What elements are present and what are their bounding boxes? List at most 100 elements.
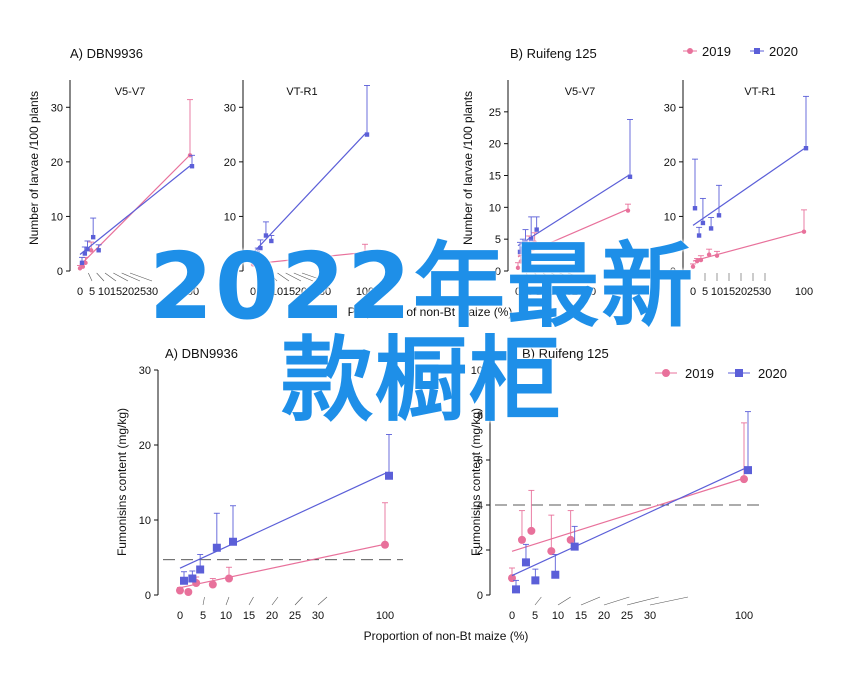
panel-0-xfan-2 — [96, 272, 105, 282]
panel-5-point-2019-2 — [527, 526, 536, 535]
panel-3-xtick-label-2: 10 — [711, 286, 723, 298]
legend-bottom: 2019 2020 — [655, 366, 787, 381]
panel-1-xfan-1 — [260, 272, 266, 282]
panel-1-xfan-4 — [285, 272, 302, 282]
panel-2-xfan-6 — [567, 272, 591, 282]
panel-4-xfan-6 — [317, 596, 328, 606]
panel-4: 0 10 20 30 0 5 10 15 20 25 30 100 — [139, 365, 403, 622]
panel-5-point-2019-5 — [740, 475, 748, 484]
panel-1-xtick-label-6: 30 — [319, 286, 331, 298]
panel-1-point-2020-4 — [269, 238, 274, 244]
panel-4-point-2020-5 — [385, 471, 393, 480]
panel-5-point-2020-3 — [551, 570, 560, 579]
banner-line-1: 2022年最新 — [148, 233, 696, 340]
panel-3-ytick-label-3: 30 — [664, 102, 676, 114]
panel-1-point-2020-1 — [255, 251, 260, 256]
panel-2-ytick-label-0: 0 — [495, 266, 501, 278]
panel-0-xtick-label-7: 100 — [181, 286, 199, 298]
panel-4-point-2020-3 — [212, 543, 221, 552]
panel-5-xtick-label-4: 20 — [598, 610, 610, 622]
legend-bottom-2019-label: 2019 — [685, 366, 714, 381]
panel-2-point-2020-3 — [528, 236, 534, 242]
legend-top-2020-marker — [754, 48, 760, 54]
panel-2-point-2019-3 — [526, 246, 532, 251]
panel-0-xtick-label-5: 25 — [134, 286, 146, 298]
panel-3-xtick-label-3: 15 — [723, 286, 735, 298]
panel-1-xfan-5 — [293, 272, 314, 282]
legend-bottom-2020-marker — [735, 369, 743, 377]
panel-0-xfan-4 — [113, 272, 129, 282]
panel-5-xtick-label-7: 100 — [735, 610, 753, 622]
panel-4-xtick-label-4: 20 — [266, 610, 278, 622]
panel-3-xtick-label-6: 30 — [759, 286, 771, 298]
panel-3-xtick-label-7: 100 — [795, 286, 813, 298]
panel-5-point-2020-0 — [512, 585, 520, 594]
panel-2-ytick-label-2: 10 — [489, 202, 501, 214]
panel-2-point-2019-4 — [532, 240, 537, 245]
panel-5-xtick-label-6: 30 — [644, 610, 656, 622]
panel-3-xtick-label-0: 0 — [690, 286, 696, 298]
panel-5-xtick-label-1: 5 — [532, 610, 538, 622]
panel-2-xfan-5 — [559, 272, 579, 282]
panel-4-fit-2020 — [179, 472, 386, 569]
panel-2-fit-2020 — [517, 175, 629, 247]
panel-4-point-2020-1 — [188, 574, 197, 583]
panel-4-xfan-1 — [202, 596, 205, 606]
bottom-b-ylabel: Fumonisins content (mg/kg) — [469, 408, 483, 556]
panel-0-xtick-label-6: 30 — [146, 286, 158, 298]
panel-5-xtick-label-2: 10 — [552, 610, 564, 622]
panel-1-xtick-label-0: 0 — [250, 286, 256, 298]
panel-3-point-2019-3 — [706, 252, 712, 257]
panel-4-point-2020-4 — [229, 537, 237, 546]
panel-1-fit-2020 — [252, 133, 366, 254]
panel-1-ytick-label-0: 0 — [230, 266, 236, 278]
promo-banner: 2022年最新 款橱柜 — [0, 240, 844, 428]
panel-0-ytick-label-2: 20 — [51, 157, 63, 169]
panel-3-point-2020-2 — [700, 220, 706, 226]
panel-0-ytick-label-3: 30 — [51, 102, 63, 114]
panel-5-fit-2020 — [511, 468, 745, 577]
panel-4-point-2019-5 — [381, 540, 389, 549]
panel-3-point-2020-0 — [692, 206, 698, 211]
panel-0-point-2020-5 — [189, 164, 195, 169]
panel-5-xfan-6 — [649, 596, 689, 606]
panel-2-ytick-label-3: 15 — [489, 171, 501, 183]
panel-2-xfan-3 — [542, 272, 555, 282]
panel-0-point-2020-0 — [79, 260, 85, 266]
legend-top-2019-label: 2019 — [702, 44, 731, 59]
panel-4-xfan-2 — [225, 596, 230, 606]
panel-5-point-2020-4 — [570, 542, 579, 551]
panel-5-fit-2019 — [511, 477, 745, 552]
panel-5-ytick-label-1: 2 — [477, 545, 483, 557]
panel-a-title: A) DBN9936 — [70, 46, 143, 61]
panel-3-subtitle: VT-R1 — [744, 86, 775, 98]
panel-0-subtitle: V5-V7 — [115, 86, 146, 98]
panel-2-xfan-1 — [526, 272, 531, 282]
legend-top-2019-marker — [687, 48, 693, 54]
panel-0-point-2019-1 — [80, 264, 86, 269]
panel-3-xtick-label-1: 5 — [702, 286, 708, 298]
panel-1-point-2020-3 — [263, 233, 269, 238]
panel-1-point-2019-0 — [250, 262, 256, 267]
panel-3-xtick-label-4: 20 — [735, 286, 747, 298]
panel-2-point-2020-4 — [534, 227, 539, 232]
panel-2-point-2019-5 — [625, 208, 631, 213]
panel-1-point-2019-1 — [256, 260, 261, 266]
panel-0-point-2019-2 — [83, 260, 88, 266]
top-xlabel: Proportion of non-Bt maize (%) — [348, 305, 513, 319]
panel-1-xtick-label-5: 25 — [307, 286, 319, 298]
panel-4-xtick-label-0: 0 — [177, 610, 183, 622]
panel-4-point-2020-2 — [196, 565, 205, 574]
panel-0-ytick-label-1: 10 — [51, 211, 63, 223]
panel-2-xtick-label-7: 100 — [619, 286, 637, 298]
legend-top: 2019 2020 — [683, 44, 798, 59]
panel-3-point-2019-0 — [690, 264, 696, 269]
panel-3-ytick-label-2: 20 — [664, 157, 676, 169]
panel-5-ytick-label-3: 6 — [477, 455, 483, 467]
panel-3-point-2019-4 — [714, 253, 720, 258]
panel-4-xtick-label-7: 100 — [376, 610, 394, 622]
panel-0-xfan-1 — [88, 272, 93, 282]
